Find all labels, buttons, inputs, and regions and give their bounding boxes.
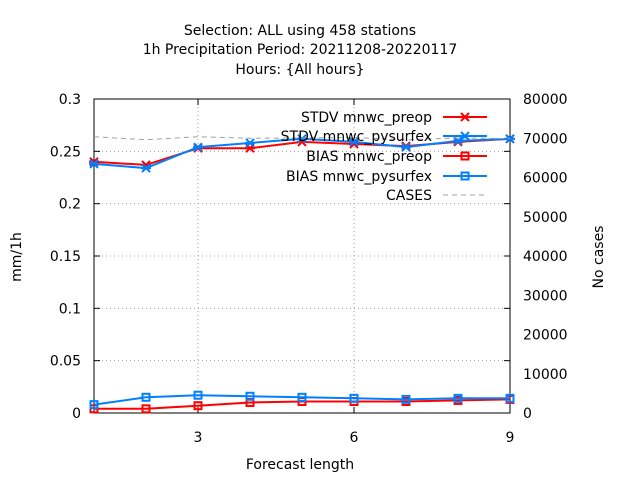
series-1-point-2 — [193, 142, 203, 152]
legend-label-2: BIAS mnwc_preop — [306, 149, 432, 165]
series-1-point-5 — [349, 137, 359, 147]
series-3-point-5 — [349, 393, 359, 403]
chart-title: Selection: ALL using 458 stations 1h Pre… — [143, 23, 458, 78]
legend-marker-1 — [460, 131, 470, 141]
y-tick-label-0: 0 — [72, 406, 81, 422]
grid — [94, 99, 510, 413]
series-2-point-2 — [193, 401, 203, 411]
series-3-point-3 — [245, 391, 255, 401]
x-tick-label-1: 6 — [350, 430, 359, 446]
legend-label-4: CASES — [386, 188, 432, 204]
series — [89, 134, 515, 414]
series-1-point-0 — [89, 159, 99, 169]
series-1-point-3 — [245, 138, 255, 148]
legend-marker-3 — [460, 171, 470, 181]
y2-axis: 0 10000 20000 30000 40000 50000 60000 70000 8000… — [523, 92, 568, 422]
series-4 — [93, 136, 511, 141]
series-3 — [89, 390, 515, 410]
series-1-point-8 — [505, 134, 515, 144]
y-axis: 0 0.05 0.1 0.15 0.2 0.25 0.3 — [50, 92, 510, 422]
legend-label-3: BIAS mnwc_pysurfex — [286, 169, 432, 185]
legend-marker-2 — [460, 151, 470, 161]
y-tick-label-4: 0.2 — [59, 197, 81, 213]
y-tick-label-5: 0.25 — [50, 144, 81, 160]
series-3-point-0 — [89, 400, 99, 410]
series-3-point-4 — [297, 392, 307, 402]
series-2-point-1 — [141, 404, 151, 414]
y2-tick-label-3: 30000 — [523, 288, 568, 304]
title-line-2: 1h Precipitation Period: 20211208-202201… — [143, 42, 458, 58]
series-line-4 — [93, 136, 511, 141]
x-tick-label-0: 3 — [194, 430, 203, 446]
series-1-point-6 — [401, 142, 411, 152]
series-3-point-8 — [505, 393, 515, 403]
y2-axis-label: No cases — [591, 226, 607, 289]
y2-tick-label-8: 80000 — [523, 92, 568, 108]
series-1 — [89, 134, 515, 173]
legend-label-1: STDV mnwc_pysurfex — [281, 129, 432, 145]
y2-tick-label-0: 0 — [523, 406, 532, 422]
y-tick-label-2: 0.1 — [59, 301, 81, 317]
title-line-1: Selection: ALL using 458 stations — [184, 23, 416, 39]
series-3-point-1 — [141, 392, 151, 402]
y2-tick-label-2: 20000 — [523, 328, 568, 344]
series-line-3 — [93, 394, 510, 406]
series-3-point-2 — [193, 390, 203, 400]
y-tick-label-1: 0.05 — [50, 354, 81, 370]
x-axis-label: Forecast length — [246, 457, 354, 473]
y-axis-label: mm/1h — [9, 232, 25, 282]
series-1-point-1 — [141, 163, 151, 173]
x-tick-label-2: 9 — [506, 430, 515, 446]
y2-tick-label-4: 40000 — [523, 249, 568, 265]
y-tick-label-3: 0.15 — [50, 249, 81, 265]
series-1-point-4 — [297, 134, 307, 144]
y-tick-label-6: 0.3 — [59, 92, 81, 108]
x-axis: 3 6 9 — [194, 99, 515, 446]
legend-marker-0 — [460, 112, 470, 122]
series-3-point-6 — [401, 394, 411, 404]
legend: STDV mnwc_preop STDV mnwc_pysurfex BIAS mn… — [281, 110, 487, 204]
y2-tick-label-1: 10000 — [523, 367, 568, 383]
y2-tick-label-7: 70000 — [523, 131, 568, 147]
y2-tick-label-6: 60000 — [523, 171, 568, 187]
title-line-3: Hours: {All hours} — [235, 62, 364, 78]
y2-tick-label-5: 50000 — [523, 210, 568, 226]
series-3-point-7 — [453, 393, 463, 403]
legend-label-0: STDV mnwc_preop — [301, 110, 432, 126]
